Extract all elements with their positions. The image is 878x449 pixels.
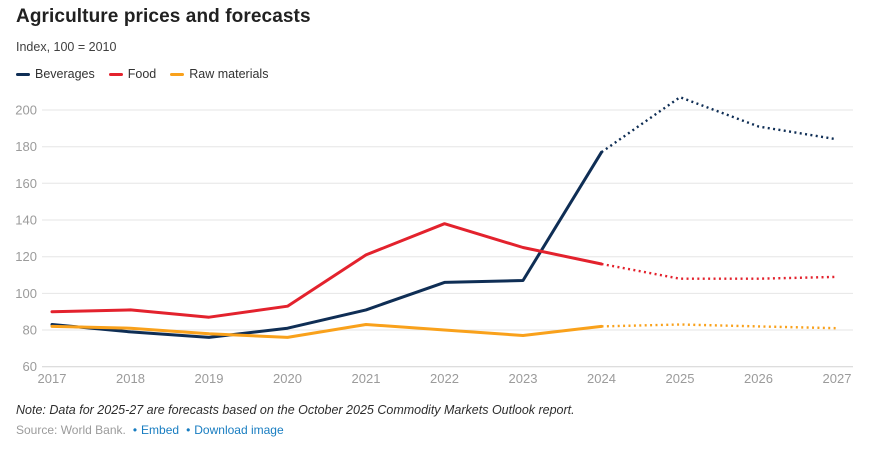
series-line-food-forecast <box>601 262 838 280</box>
download-image-link[interactable]: Download image <box>194 423 284 437</box>
x-axis-tick-label: 2020 <box>273 371 302 386</box>
legend-item-beverages[interactable]: Beverages <box>16 67 95 81</box>
chart-title: Agriculture prices and forecasts <box>16 6 311 27</box>
legend-swatch-icon <box>108 72 123 76</box>
y-axis-tick-label: 200 <box>15 103 37 118</box>
y-axis-tick-label: 140 <box>15 213 37 228</box>
y-axis-tick-label: 60 <box>23 359 37 374</box>
series-line-raw-materials-actual <box>50 323 603 339</box>
series-line-food-actual <box>50 222 603 319</box>
source-links: • Embed • Download image <box>126 423 284 437</box>
source-text: Source: World Bank. <box>16 423 126 437</box>
legend-label: Beverages <box>35 67 95 81</box>
embed-link[interactable]: Embed <box>141 423 180 437</box>
legend-label: Raw materials <box>189 67 269 81</box>
series-line-beverages-forecast <box>600 95 838 154</box>
chart-subtitle: Index, 100 = 2010 <box>16 40 117 54</box>
x-axis-tick-label: 2021 <box>352 371 381 386</box>
x-axis-tick-label: 2022 <box>430 371 459 386</box>
series-line-raw-materials-forecast <box>601 323 838 330</box>
line-chart-plot-area: 60 80 100 120 140 160 180 200 2017 2018 2019 2020 20… <box>15 95 853 386</box>
legend-item-raw-materials[interactable]: Raw materials <box>170 67 268 81</box>
series-line-beverages-actual <box>50 150 603 339</box>
x-axis-tick-label: 2017 <box>38 371 67 386</box>
x-axis-tick-label: 2019 <box>195 371 224 386</box>
legend-swatch-icon <box>16 72 30 76</box>
y-axis-tick-label: 120 <box>15 249 37 264</box>
x-axis-tick-label: 2027 <box>823 371 852 386</box>
y-axis-tick-label: 160 <box>15 176 37 191</box>
link-bullet: • <box>132 423 138 437</box>
legend-label: Food <box>127 67 157 81</box>
x-axis-tick-label: 2024 <box>587 371 616 386</box>
x-axis-tick-label: 2023 <box>509 371 538 386</box>
source-row: Source: World Bank. • Embed • Download imag… <box>16 423 284 437</box>
chart-footnote: Note: Data for 2025-27 are forecasts bas… <box>16 403 575 417</box>
legend-item-food[interactable]: Food <box>108 67 157 81</box>
y-axis-tick-label: 180 <box>15 139 37 154</box>
legend-swatch-icon <box>170 72 185 76</box>
x-axis-tick-label: 2026 <box>744 371 773 386</box>
x-axis-tick-label: 2018 <box>116 371 145 386</box>
chart-legend: Beverages Food Raw materials <box>16 67 282 81</box>
link-bullet: • <box>186 423 191 437</box>
y-axis-tick-label: 100 <box>15 286 37 301</box>
y-axis-tick-label: 80 <box>23 323 37 338</box>
x-axis-tick-label: 2025 <box>666 371 695 386</box>
